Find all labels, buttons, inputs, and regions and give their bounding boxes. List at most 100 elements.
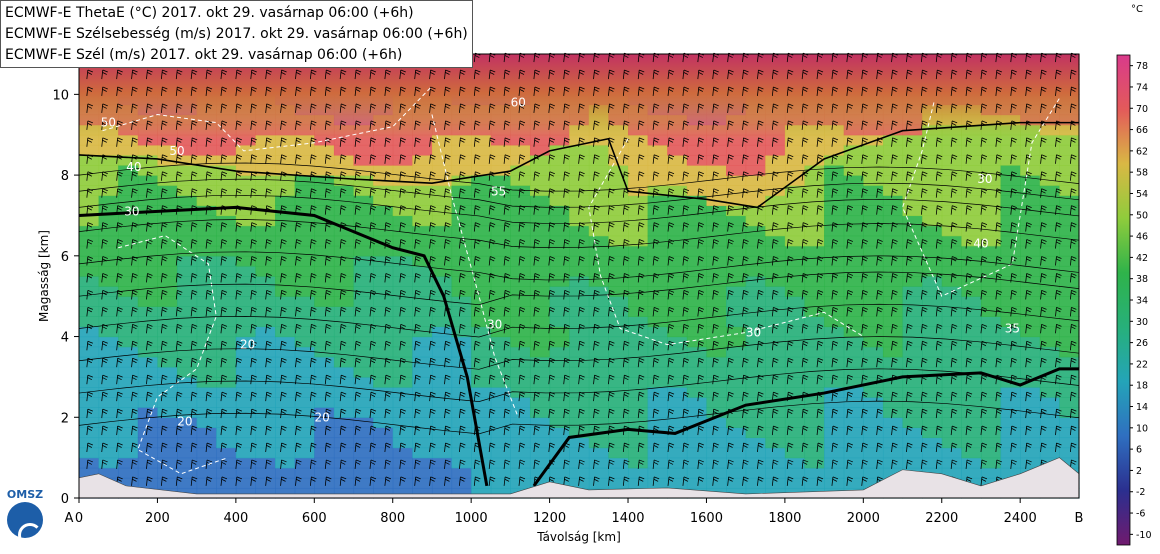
wind-barb: [906, 103, 913, 113]
wind-barb: [1025, 357, 1032, 368]
wind-barb: [235, 459, 243, 469]
wind-barb: [1040, 205, 1047, 215]
wind-barb: [101, 86, 108, 97]
wind-barb: [280, 340, 287, 351]
wind-barb: [354, 408, 362, 419]
x-tick-label: 1000: [455, 511, 488, 526]
thetae-cell: [745, 296, 766, 307]
x-tick-label: 800: [380, 511, 405, 526]
thetae-cell: [863, 235, 884, 247]
thetae-cell: [549, 427, 570, 439]
wind-barb: [265, 273, 272, 283]
wind-barb: [697, 154, 704, 164]
wind-barb: [757, 103, 764, 113]
wind-barb: [593, 306, 600, 317]
wind-barb: [563, 459, 570, 469]
wind-barb: [488, 459, 496, 469]
wind-barb: [235, 273, 243, 283]
windspeed-contour: [118, 235, 229, 475]
wind-barb: [295, 306, 302, 317]
thetae-cell: [706, 326, 727, 338]
thetae-cell: [314, 225, 335, 237]
thetae-cell: [353, 255, 374, 267]
thetae-cell: [196, 437, 217, 449]
thetae-cell: [608, 447, 629, 459]
wind-barb: [801, 205, 809, 215]
thetae-cell: [863, 397, 884, 408]
thetae-cell: [314, 427, 335, 439]
wind-barb: [190, 290, 198, 300]
wind-barb: [160, 340, 168, 351]
thetae-cell: [726, 346, 747, 358]
thetae-cell: [157, 286, 178, 297]
wind-barb: [593, 442, 600, 453]
thetae-cell: [608, 286, 629, 297]
wind-barb: [682, 273, 690, 283]
thetae-cell: [726, 397, 747, 408]
thetae-cell: [333, 336, 355, 348]
y-tick-label: 6: [61, 250, 69, 265]
thetae-cell: [412, 477, 433, 489]
thetae-cell: [1039, 387, 1060, 398]
wind-barb: [384, 154, 392, 164]
thetae-cell: [373, 467, 394, 479]
wind-barb: [786, 290, 794, 300]
wind-barb: [980, 86, 988, 97]
thetae-cell: [765, 457, 786, 469]
wind-barb: [816, 442, 824, 453]
wind-barb: [965, 425, 973, 436]
thetae-cell: [412, 376, 433, 388]
thetae-cell: [765, 447, 786, 459]
thetae-cell: [647, 417, 668, 428]
thetae-cell: [667, 306, 688, 317]
wind-barb: [831, 290, 839, 300]
wind-barb: [414, 154, 421, 164]
thetae-thin-contours: [78, 162, 1080, 435]
thetae-cell: [804, 296, 825, 307]
wind-barb: [891, 256, 898, 266]
wind-barb: [742, 391, 749, 402]
wind-barb: [146, 188, 153, 198]
wind-barb: [548, 69, 555, 80]
wind-barb: [250, 188, 257, 198]
wind-barb: [1069, 171, 1077, 181]
thetae-cell: [314, 296, 335, 307]
thetae-cell: [137, 346, 159, 358]
wind-barb: [697, 273, 704, 283]
thetae-cell: [1059, 286, 1080, 297]
thetae-cell: [196, 296, 217, 307]
thetae-cell: [353, 326, 374, 338]
wind-barb: [473, 188, 481, 198]
thetae-cell: [490, 387, 511, 398]
thetae-cell: [765, 316, 786, 328]
thetae-cell: [647, 397, 668, 408]
wind-barb: [175, 171, 183, 181]
thetae-cell: [137, 366, 159, 378]
thetae-cell: [177, 477, 198, 489]
thetae-cell: [980, 376, 1002, 388]
thetae-cell: [471, 427, 492, 439]
thetae-cell: [314, 477, 335, 489]
wind-barb: [503, 239, 511, 249]
thetae-cell: [353, 417, 374, 428]
thetae-cell: [980, 276, 1002, 287]
wind-barb: [816, 86, 824, 97]
wind-barb: [786, 137, 794, 147]
wind-barb: [593, 459, 600, 469]
wind-barb: [906, 442, 913, 453]
wind-barb: [220, 154, 228, 164]
thetae-cell: [177, 457, 198, 469]
wind-barb: [250, 86, 257, 97]
wind-barb: [935, 171, 943, 181]
wind-barb: [339, 340, 347, 351]
wind-barb: [1069, 154, 1077, 164]
wind-barb: [86, 408, 93, 419]
thetae-cell: [79, 316, 100, 328]
wind-barb: [280, 323, 287, 334]
wind-barb: [637, 340, 645, 351]
thetae-cell: [1020, 356, 1041, 368]
wind-barb: [935, 391, 943, 402]
thetae-cell: [1039, 407, 1060, 418]
thetae-cell: [1039, 235, 1060, 247]
thetae-cell: [784, 366, 806, 378]
